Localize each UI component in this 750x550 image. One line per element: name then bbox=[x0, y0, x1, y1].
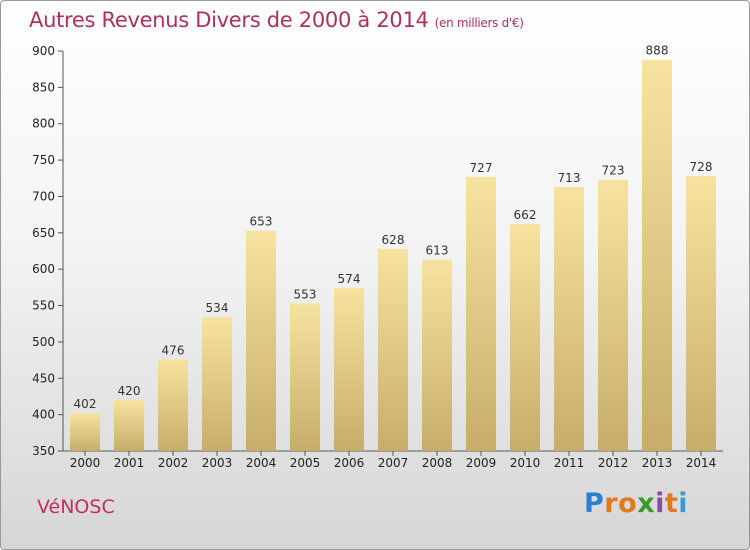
y-tick-label: 650 bbox=[32, 226, 55, 240]
x-tick-label: 2003 bbox=[202, 456, 233, 470]
chart-title: Autres Revenus Divers de 2000 à 2014 (en … bbox=[29, 8, 524, 32]
data-label-2010: 662 bbox=[514, 208, 537, 222]
bar-2009 bbox=[466, 176, 496, 451]
y-tick-label: 900 bbox=[32, 44, 55, 58]
y-tick-label: 600 bbox=[32, 262, 55, 276]
y-tick-label: 550 bbox=[32, 299, 55, 313]
data-label-2014: 728 bbox=[690, 160, 713, 174]
y-tick-label: 700 bbox=[32, 189, 55, 203]
bar-2004 bbox=[246, 230, 276, 451]
bar-2002 bbox=[158, 359, 188, 451]
bar-2008 bbox=[422, 259, 452, 451]
x-tick-label: 2013 bbox=[642, 456, 673, 470]
chart-subtitle: (en milliers d'€) bbox=[434, 16, 524, 30]
y-tick-label: 500 bbox=[32, 335, 55, 349]
y-tick-label: 450 bbox=[32, 371, 55, 385]
logo-letter: o bbox=[618, 488, 638, 519]
data-label-2005: 553 bbox=[294, 287, 317, 301]
axes: 350 400 450 500 550 600 650 700 750 800 850 900 2000… bbox=[32, 44, 723, 470]
data-label-2012: 723 bbox=[602, 164, 625, 178]
data-label-2009: 727 bbox=[470, 161, 493, 175]
data-label-2007: 628 bbox=[382, 233, 405, 247]
logo-letter: P bbox=[584, 488, 605, 519]
x-tick-label: 2009 bbox=[466, 456, 497, 470]
y-tick-label: 400 bbox=[32, 408, 55, 422]
bar-2005 bbox=[290, 303, 320, 451]
data-labels: 402 420 476 534 653 553 574 628 613 727 662 713 723 8… bbox=[74, 44, 713, 411]
y-tick-label: 350 bbox=[32, 444, 55, 458]
bar-2000 bbox=[70, 413, 100, 451]
data-label-2008: 613 bbox=[426, 244, 449, 258]
bar-2012 bbox=[598, 179, 628, 451]
bar-2014 bbox=[686, 176, 716, 451]
y-tick-label: 800 bbox=[32, 117, 55, 131]
chart-title-text: Autres Revenus Divers de 2000 à 2014 bbox=[29, 8, 429, 32]
commune-name: VéNOSC bbox=[37, 496, 115, 518]
data-label-2000: 402 bbox=[74, 397, 97, 411]
data-label-2013: 888 bbox=[646, 44, 669, 58]
bar-2010 bbox=[510, 224, 540, 451]
x-tick-label: 2000 bbox=[70, 456, 101, 470]
y-tick-label: 850 bbox=[32, 80, 55, 94]
bars bbox=[70, 59, 716, 452]
proxiti-logo: Proxiti bbox=[584, 488, 688, 519]
x-tick-label: 2012 bbox=[598, 456, 629, 470]
data-label-2006: 574 bbox=[338, 272, 361, 286]
x-tick-label: 2005 bbox=[290, 456, 321, 470]
bar-2007 bbox=[378, 248, 408, 451]
bar-2003 bbox=[202, 317, 232, 451]
logo-letter: i bbox=[655, 488, 665, 519]
x-tick-label: 2010 bbox=[510, 456, 541, 470]
x-tick-label: 2008 bbox=[422, 456, 453, 470]
x-tick-label: 2007 bbox=[378, 456, 409, 470]
bar-2006 bbox=[334, 288, 364, 451]
logo-letter: i bbox=[678, 488, 689, 519]
x-tick-label: 2014 bbox=[686, 456, 717, 470]
bar-2001 bbox=[114, 400, 144, 451]
data-label-2001: 420 bbox=[118, 384, 141, 398]
data-label-2003: 534 bbox=[206, 301, 229, 315]
x-tick-label: 2011 bbox=[554, 456, 585, 470]
x-tick-label: 2001 bbox=[114, 456, 145, 470]
x-tick-label: 2006 bbox=[334, 456, 365, 470]
logo-letter: x bbox=[637, 488, 656, 519]
logo-letter: t bbox=[664, 488, 679, 519]
y-tick-label: 750 bbox=[32, 153, 55, 167]
logo-letter: r bbox=[604, 488, 619, 519]
x-tick-label: 2002 bbox=[158, 456, 189, 470]
bar-2013 bbox=[642, 59, 672, 452]
bar-2011 bbox=[554, 187, 584, 451]
data-label-2004: 653 bbox=[250, 215, 273, 229]
x-tick-label: 2004 bbox=[246, 456, 277, 470]
data-label-2011: 713 bbox=[558, 171, 581, 185]
data-label-2002: 476 bbox=[162, 343, 185, 357]
